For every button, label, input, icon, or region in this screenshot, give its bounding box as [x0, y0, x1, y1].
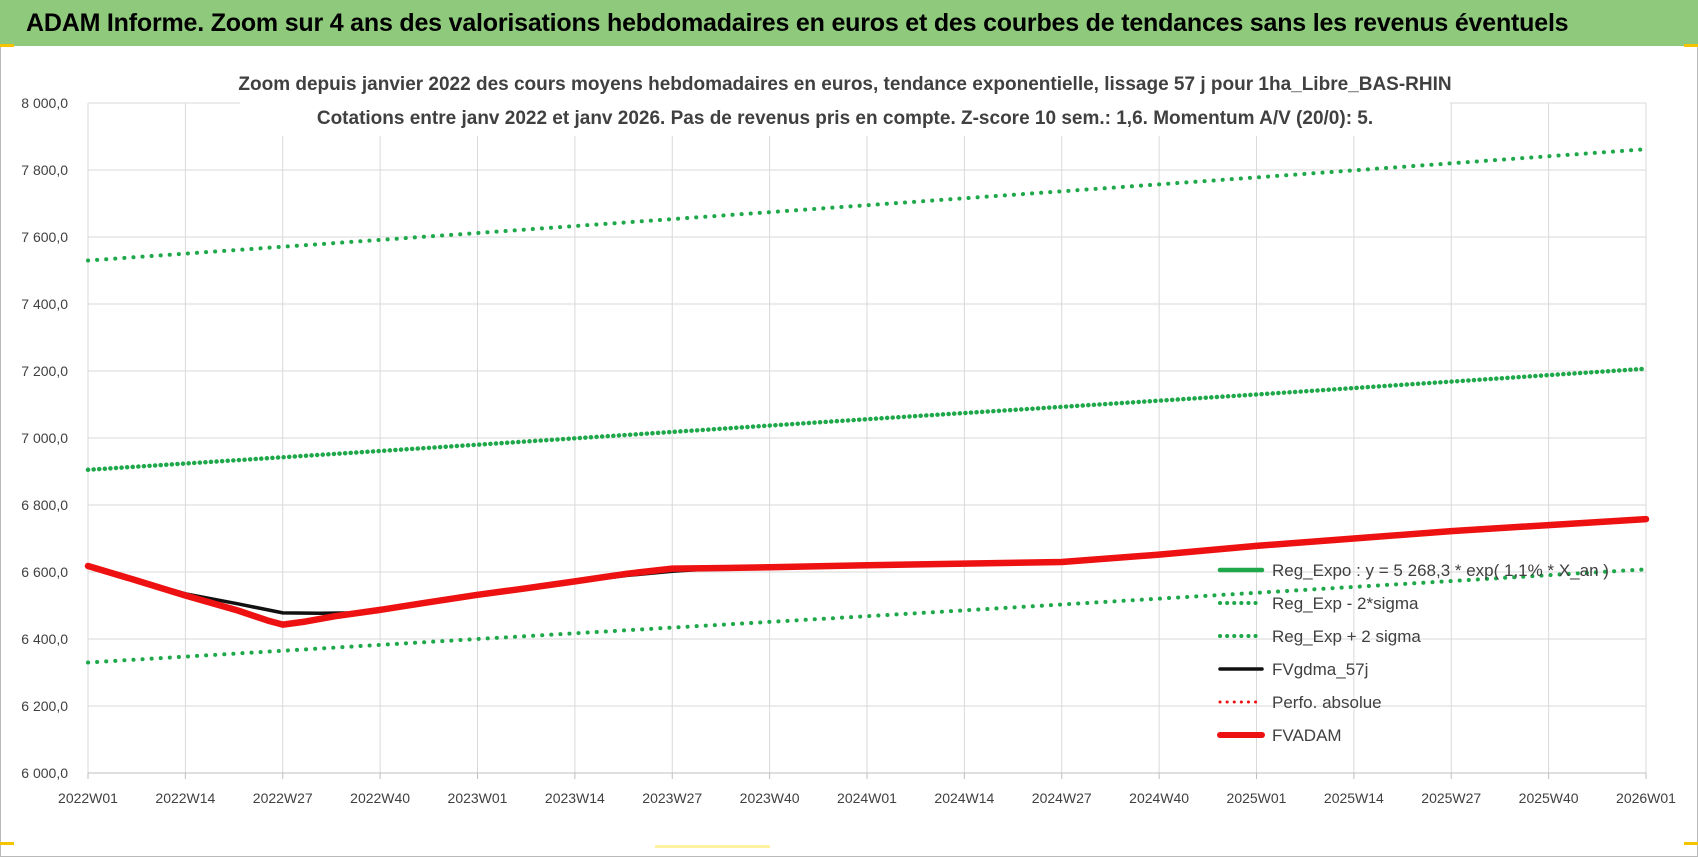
- x-tick-label: 2026W01: [1616, 790, 1676, 806]
- x-axis-labels: 2022W01 2022W14 2022W27 2022W40 2023W01 2023W…: [58, 790, 1676, 806]
- y-axis-labels: 8 000,0 7 800,0 7 600,0 7 400,0 7 200,0 7 000…: [21, 95, 68, 781]
- y-tick-label: 6 200,0: [21, 698, 68, 714]
- x-tick-label: 2022W01: [58, 790, 118, 806]
- report-banner: ADAM Informe. Zoom sur 4 ans des valoris…: [0, 0, 1698, 46]
- y-tick-label: 6 800,0: [21, 497, 68, 513]
- series-line-1: [86, 567, 1648, 665]
- x-tick-label: 2024W40: [1129, 790, 1189, 806]
- x-tick-label: 2025W01: [1227, 790, 1287, 806]
- chart-series: [84, 147, 1650, 665]
- x-tick-label: 2022W14: [155, 790, 215, 806]
- x-tick-label: 2022W27: [253, 790, 313, 806]
- legend-label: Reg_Exp - 2*sigma: [1272, 594, 1419, 613]
- y-tick-label: 6 600,0: [21, 564, 68, 580]
- x-tick-label: 2025W14: [1324, 790, 1384, 806]
- corner-accent: [655, 845, 770, 848]
- x-tick-label: 2025W27: [1421, 790, 1481, 806]
- corner-accent: [0, 44, 14, 47]
- legend-label: Reg_Exp + 2 sigma: [1272, 627, 1421, 646]
- y-tick-label: 6 400,0: [21, 631, 68, 647]
- legend-label: FVgdma_57j: [1272, 660, 1368, 679]
- x-tick-label: 2023W01: [448, 790, 508, 806]
- x-tick-label: 2024W27: [1032, 790, 1092, 806]
- y-tick-label: 8 000,0: [21, 95, 68, 111]
- y-tick-label: 7 600,0: [21, 229, 68, 245]
- y-tick-label: 6 000,0: [21, 765, 68, 781]
- legend-label: FVADAM: [1272, 726, 1342, 745]
- x-tick-label: 2024W14: [934, 790, 994, 806]
- y-tick-label: 7 800,0: [21, 162, 68, 178]
- series-line-2: [86, 147, 1648, 263]
- chart-legend: Reg_Expo : y = 5 268,3 * exp( 1,1% * X_a…: [1217, 561, 1609, 745]
- corner-accent: [0, 842, 14, 845]
- chart-title-line-1: Zoom depuis janvier 2022 des cours moyen…: [238, 74, 1451, 95]
- x-tick-label: 2022W40: [350, 790, 410, 806]
- legend-label: Reg_Expo : y = 5 268,3 * exp( 1,1% * X_a…: [1272, 561, 1609, 580]
- y-tick-label: 7 400,0: [21, 296, 68, 312]
- series-line-5: [84, 515, 1650, 628]
- x-tick-label: 2023W14: [545, 790, 605, 806]
- chart-title-box: [240, 64, 1450, 136]
- series-line-0: [85, 366, 1649, 473]
- chart-title-line-2: Cotations entre janv 2022 et janv 2026. …: [317, 108, 1373, 129]
- corner-accent: [1684, 842, 1698, 845]
- banner-title: ADAM Informe. Zoom sur 4 ans des valoris…: [26, 9, 1569, 37]
- y-tick-label: 7 000,0: [21, 430, 68, 446]
- x-tick-label: 2025W40: [1519, 790, 1579, 806]
- legend-label: Perfo. absolue: [1272, 693, 1382, 712]
- corner-accent: [1684, 44, 1698, 47]
- y-tick-label: 7 200,0: [21, 363, 68, 379]
- x-tick-label: 2023W27: [642, 790, 702, 806]
- x-tick-label: 2023W40: [740, 790, 800, 806]
- x-tick-label: 2024W01: [837, 790, 897, 806]
